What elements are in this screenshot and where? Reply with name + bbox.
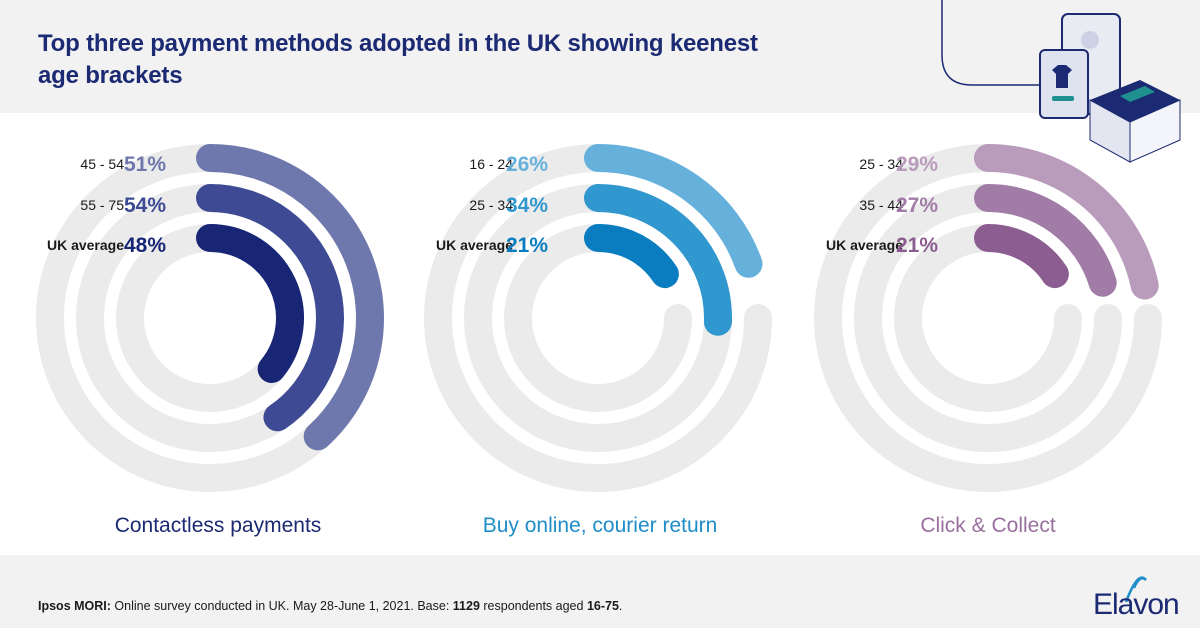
track-ring bbox=[464, 184, 732, 452]
source-text-2: respondents aged bbox=[479, 599, 587, 613]
value-arc bbox=[974, 144, 1159, 300]
track-ring bbox=[854, 184, 1122, 452]
track-ring bbox=[504, 224, 692, 412]
source-end: . bbox=[618, 599, 623, 613]
series-label: UK average bbox=[826, 237, 903, 253]
source-text-1: Online survey conducted in UK. May 28-Ju… bbox=[110, 599, 453, 613]
source-ages: 16-75 bbox=[586, 599, 619, 613]
track-ring bbox=[424, 144, 772, 492]
series-label: UK average bbox=[436, 237, 513, 253]
value-label: 21% bbox=[506, 234, 548, 257]
value-label: 48% bbox=[124, 234, 166, 257]
series-label: 35 - 44 bbox=[859, 197, 903, 213]
series-label: 45 - 54 bbox=[80, 156, 124, 172]
series-label: 16 - 24 bbox=[469, 156, 513, 172]
value-label: 29% bbox=[896, 153, 938, 176]
track-ring bbox=[894, 224, 1082, 412]
category-label-click-collect: Click & Collect bbox=[920, 514, 1056, 537]
phone-parcel-illustration bbox=[941, 0, 1181, 163]
source-lead: Ipsos MORI: bbox=[38, 599, 111, 613]
value-label: 26% bbox=[506, 153, 548, 176]
value-arc bbox=[974, 184, 1117, 297]
series-label: UK average bbox=[47, 237, 124, 253]
value-arc bbox=[584, 184, 732, 336]
value-label: 21% bbox=[896, 234, 938, 257]
track-ring bbox=[814, 144, 1162, 492]
value-arc bbox=[584, 224, 679, 289]
header-band bbox=[0, 0, 1200, 113]
value-arc bbox=[196, 184, 344, 432]
series-label: 25 - 34 bbox=[469, 197, 513, 213]
page-title: Top three payment methods adopted in the… bbox=[38, 30, 758, 89]
value-arc bbox=[196, 224, 304, 383]
elavon-logo: Elavon bbox=[1093, 588, 1180, 621]
chart-contactless: 45 - 54 51% 55 - 75 54% UK average 48% bbox=[36, 144, 384, 492]
source-count: 1129 bbox=[452, 599, 480, 613]
footer-band bbox=[0, 555, 1200, 628]
value-arc bbox=[196, 144, 384, 451]
category-label-contactless: Contactless payments bbox=[114, 514, 322, 537]
series-label: 55 - 75 bbox=[80, 197, 124, 213]
source-note: Ipsos MORI: Online survey conducted in U… bbox=[38, 599, 622, 613]
value-label: 27% bbox=[896, 194, 938, 217]
value-arc bbox=[974, 224, 1069, 289]
elavon-logo-mark bbox=[1124, 576, 1147, 603]
value-arc bbox=[584, 144, 763, 278]
value-label: 51% bbox=[124, 153, 166, 176]
series-label: 25 - 34 bbox=[859, 156, 903, 172]
radial-charts: 45 - 54 51%55 - 75 54%UK average 48% 16 - 2… bbox=[36, 144, 1162, 492]
value-label: 34% bbox=[506, 194, 548, 217]
category-label-courier-return: Buy online, courier return bbox=[482, 514, 718, 537]
value-label: 54% bbox=[124, 194, 166, 217]
